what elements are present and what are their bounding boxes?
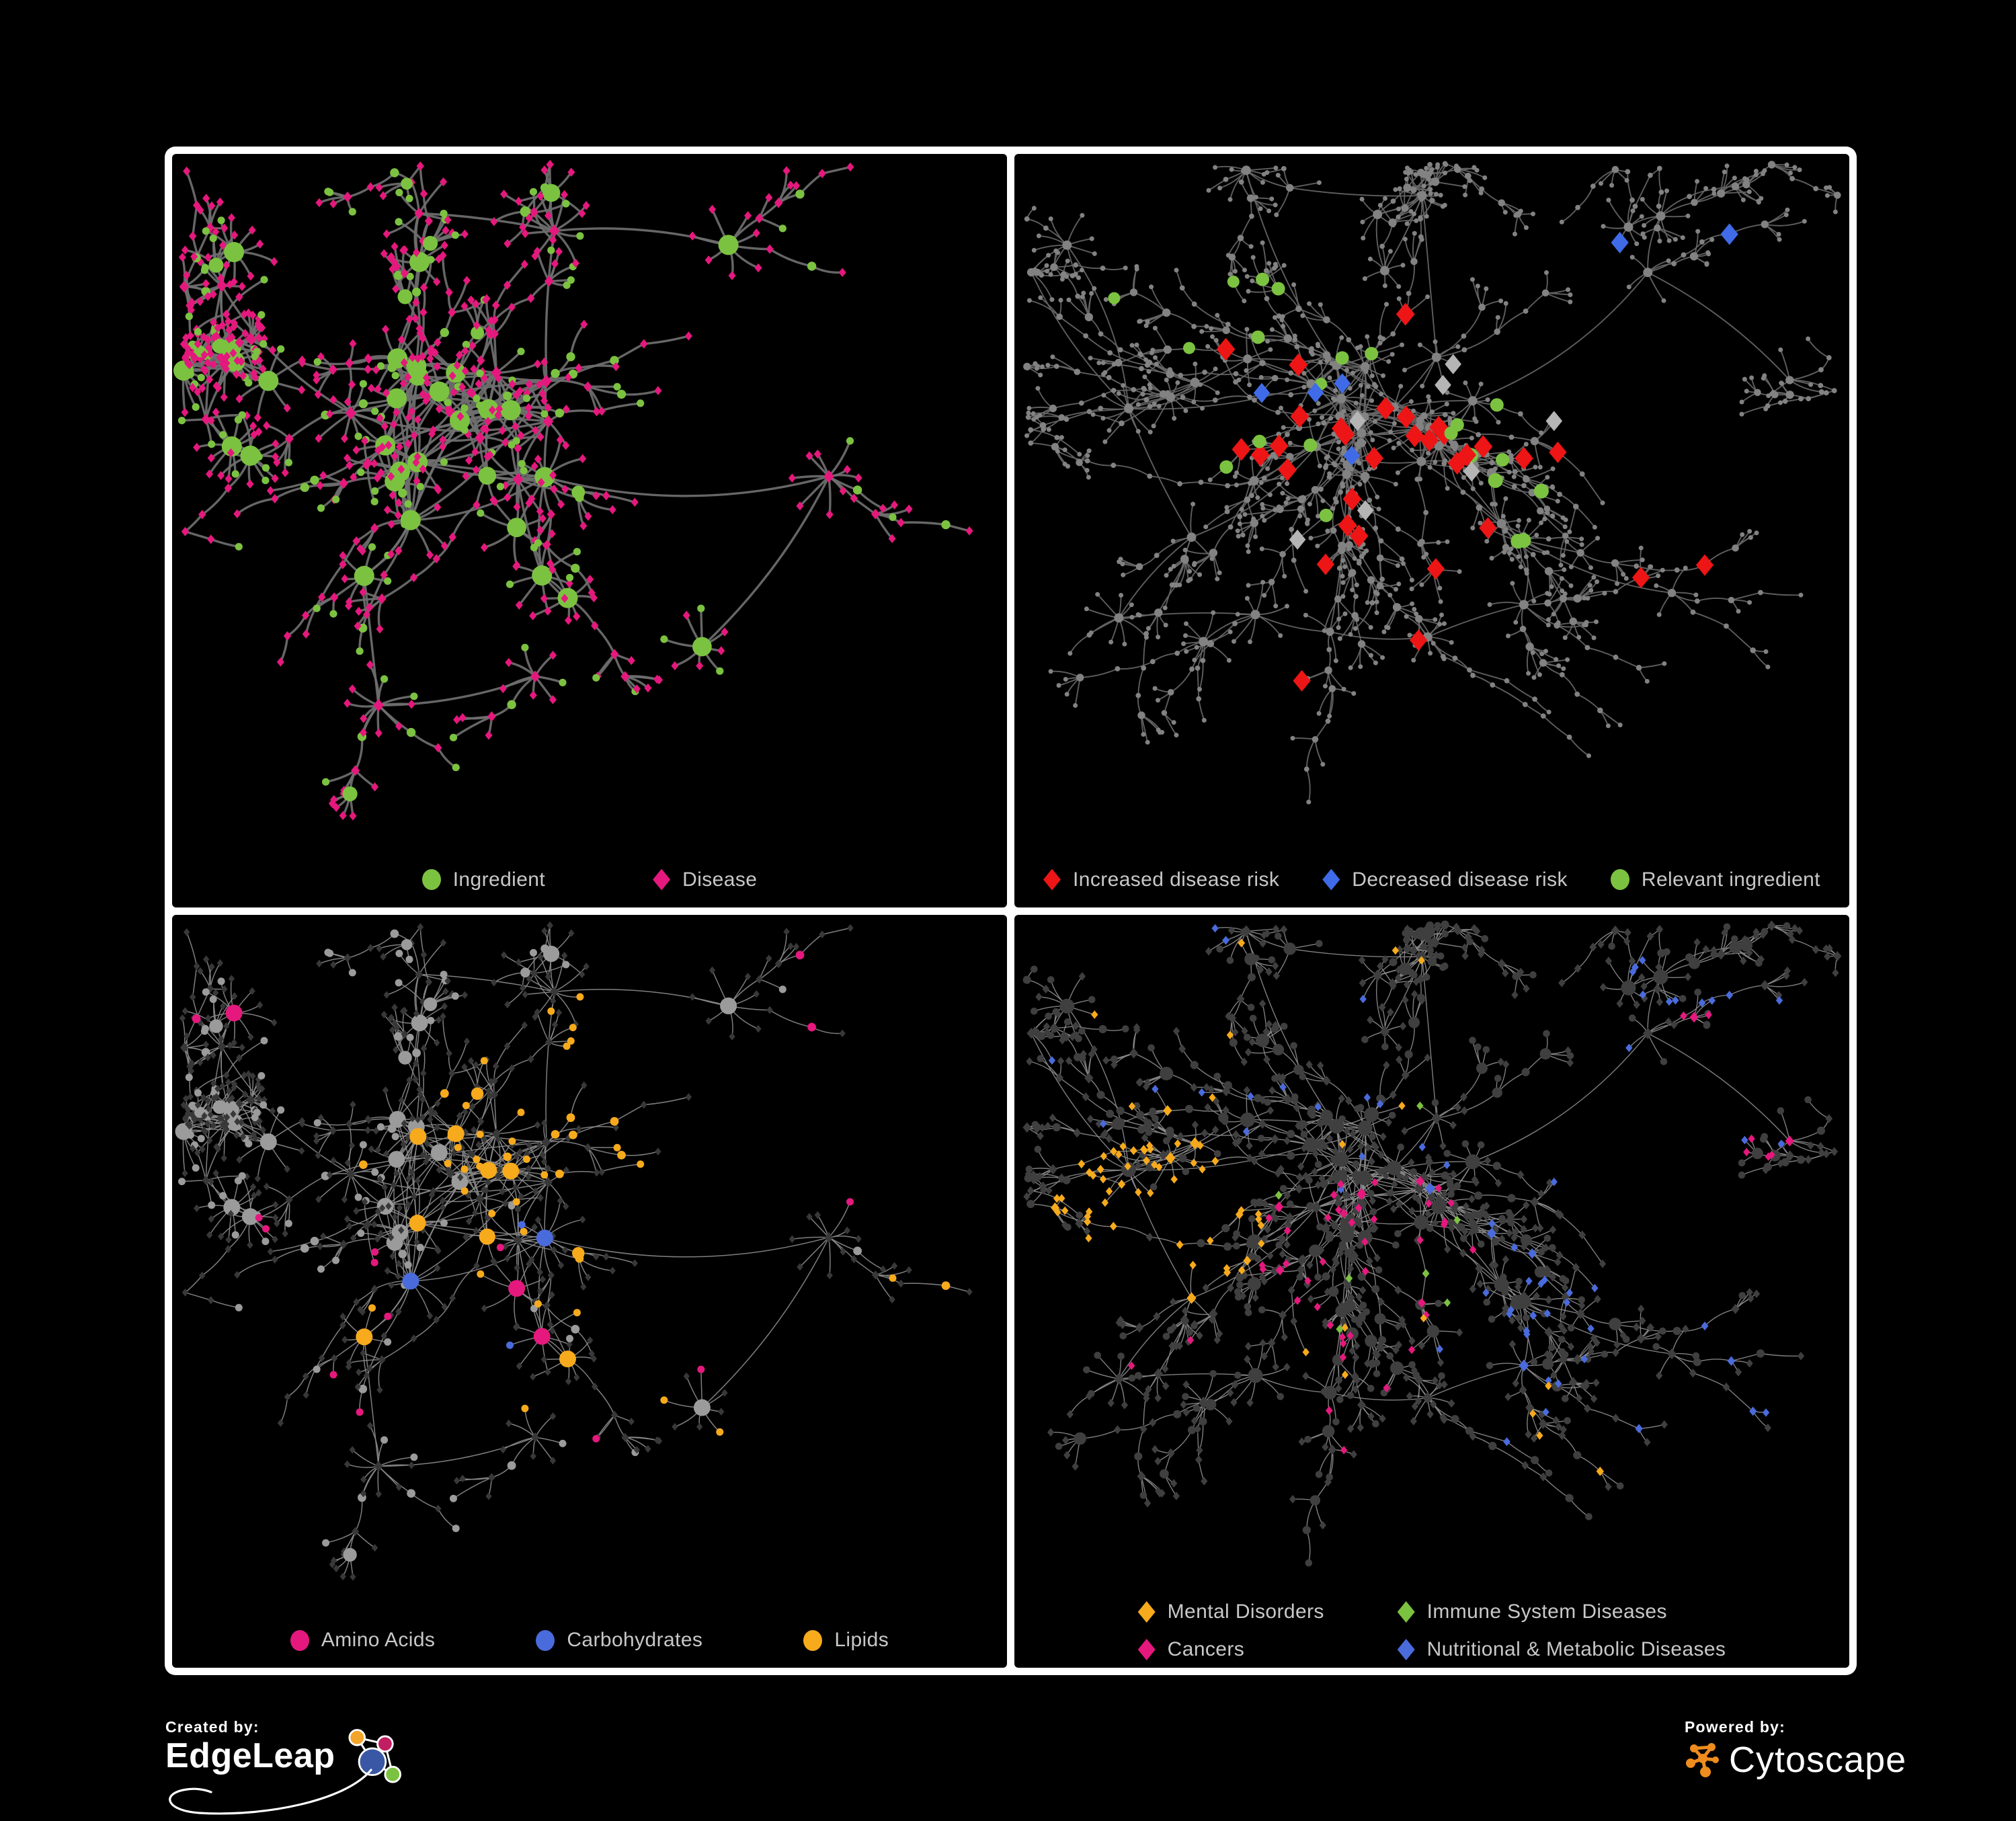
diamond-swatch-icon [1397, 1639, 1415, 1660]
network-ingredient-disease [173, 159, 973, 821]
legend-item-label: Decreased disease risk [1352, 868, 1568, 891]
legend-item-label: Nutritional & Metabolic Diseases [1426, 1638, 1726, 1660]
circle-swatch-icon [421, 869, 441, 890]
circle-swatch-icon [536, 1629, 555, 1651]
legend-item-label: Ingredient [452, 868, 546, 891]
network-disease-classes [1022, 920, 1842, 1566]
legend-item-nutritional-metabolic-diseases: Nutritional & Metabolic Diseases [1397, 1638, 1726, 1661]
nodes-layer [175, 921, 973, 1580]
network-ingredient-classes [175, 921, 973, 1580]
highlight-nodes-layer [1108, 223, 1738, 692]
legend-item-increased-disease-risk: Increased disease risk [1043, 868, 1279, 891]
diamond-swatch-icon [653, 868, 671, 891]
legend-item-disease: Disease [653, 868, 757, 891]
edges-layer [1026, 163, 1839, 803]
credit-cytoscape: Powered by: Cytoscape [1685, 1718, 1994, 1781]
highlight-nodes-layer [1048, 924, 1794, 1476]
panel-disease-classes: Mental Disorders Immune System Diseases Ca… [1014, 914, 1849, 1668]
legend-item-ingredient: Ingredient [421, 868, 546, 891]
cytoscape-wordmark: Cytoscape [1729, 1740, 1907, 1780]
legend-item-label: Immune System Diseases [1426, 1601, 1667, 1623]
legend-disease-classes: Mental Disorders Immune System Diseases Ca… [1137, 1601, 1726, 1661]
legend-item-label: Cancers [1167, 1638, 1245, 1660]
cytoscape-logo-icon [1686, 1743, 1719, 1777]
nodes-layer [1023, 161, 1841, 805]
edgeleap-logo-icon [348, 1729, 401, 1783]
legend-item-label: Mental Disorders [1167, 1601, 1324, 1623]
legend-item-carbohydrates: Carbohydrates [536, 1629, 702, 1652]
legend-item-label: Relevant ingredient [1641, 868, 1820, 891]
legend-item-mental-disorders: Mental Disorders [1137, 1601, 1360, 1623]
legend-disease-risk: Increased disease risk Decreased disease … [1014, 868, 1849, 891]
highlight-nodes-layer [192, 950, 951, 1443]
circle-swatch-icon [1610, 869, 1629, 890]
network-disease-risk [1023, 161, 1841, 805]
legend-item-amino-acids: Amino Acids [290, 1629, 435, 1652]
powered-by-label: Powered by: [1685, 1718, 1785, 1736]
created-by-label: Created by: [165, 1718, 259, 1736]
diamond-swatch-icon [1322, 868, 1340, 891]
diamond-swatch-icon [1043, 868, 1061, 891]
panel-ingredient-classes: Amino Acids Carbohydrates Lipids [172, 914, 1007, 1668]
credit-edgeleap: Created by: EdgeLeap [165, 1718, 448, 1815]
legend-item-label: Increased disease risk [1073, 868, 1280, 891]
legend-item-cancers: Cancers [1137, 1638, 1360, 1661]
circle-swatch-icon [290, 1629, 309, 1651]
legend-ingredient-classes: Amino Acids Carbohydrates Lipids [172, 1629, 1007, 1652]
legend-item-label: Disease [682, 868, 758, 891]
circle-swatch-icon [803, 1629, 823, 1651]
panel-ingredient-disease: Ingredient Disease [172, 154, 1007, 907]
legend-item-decreased-disease-risk: Decreased disease risk [1322, 868, 1568, 891]
legend-item-lipids: Lipids [803, 1629, 889, 1652]
edges-layer [1026, 924, 1838, 1564]
legend-item-immune-system-diseases: Immune System Diseases [1397, 1601, 1726, 1623]
nodes-layer [173, 159, 973, 821]
panel-grid: Ingredient Disease Increased disease risk… [165, 147, 1857, 1675]
legend-ingredient-disease: Ingredient Disease [172, 868, 1007, 891]
legend-item-label: Amino Acids [321, 1629, 436, 1651]
nodes-layer [1022, 920, 1842, 1566]
legend-item-label: Lipids [834, 1629, 889, 1651]
legend-item-relevant-ingredient: Relevant ingredient [1610, 868, 1820, 891]
legend-item-label: Carbohydrates [567, 1629, 703, 1651]
edgeleap-wordmark: EdgeLeap [165, 1736, 335, 1775]
panel-disease-risk: Increased disease risk Decreased disease … [1014, 154, 1849, 907]
diamond-swatch-icon [1137, 1601, 1156, 1623]
diamond-swatch-icon [1137, 1639, 1156, 1660]
diamond-swatch-icon [1397, 1601, 1415, 1623]
